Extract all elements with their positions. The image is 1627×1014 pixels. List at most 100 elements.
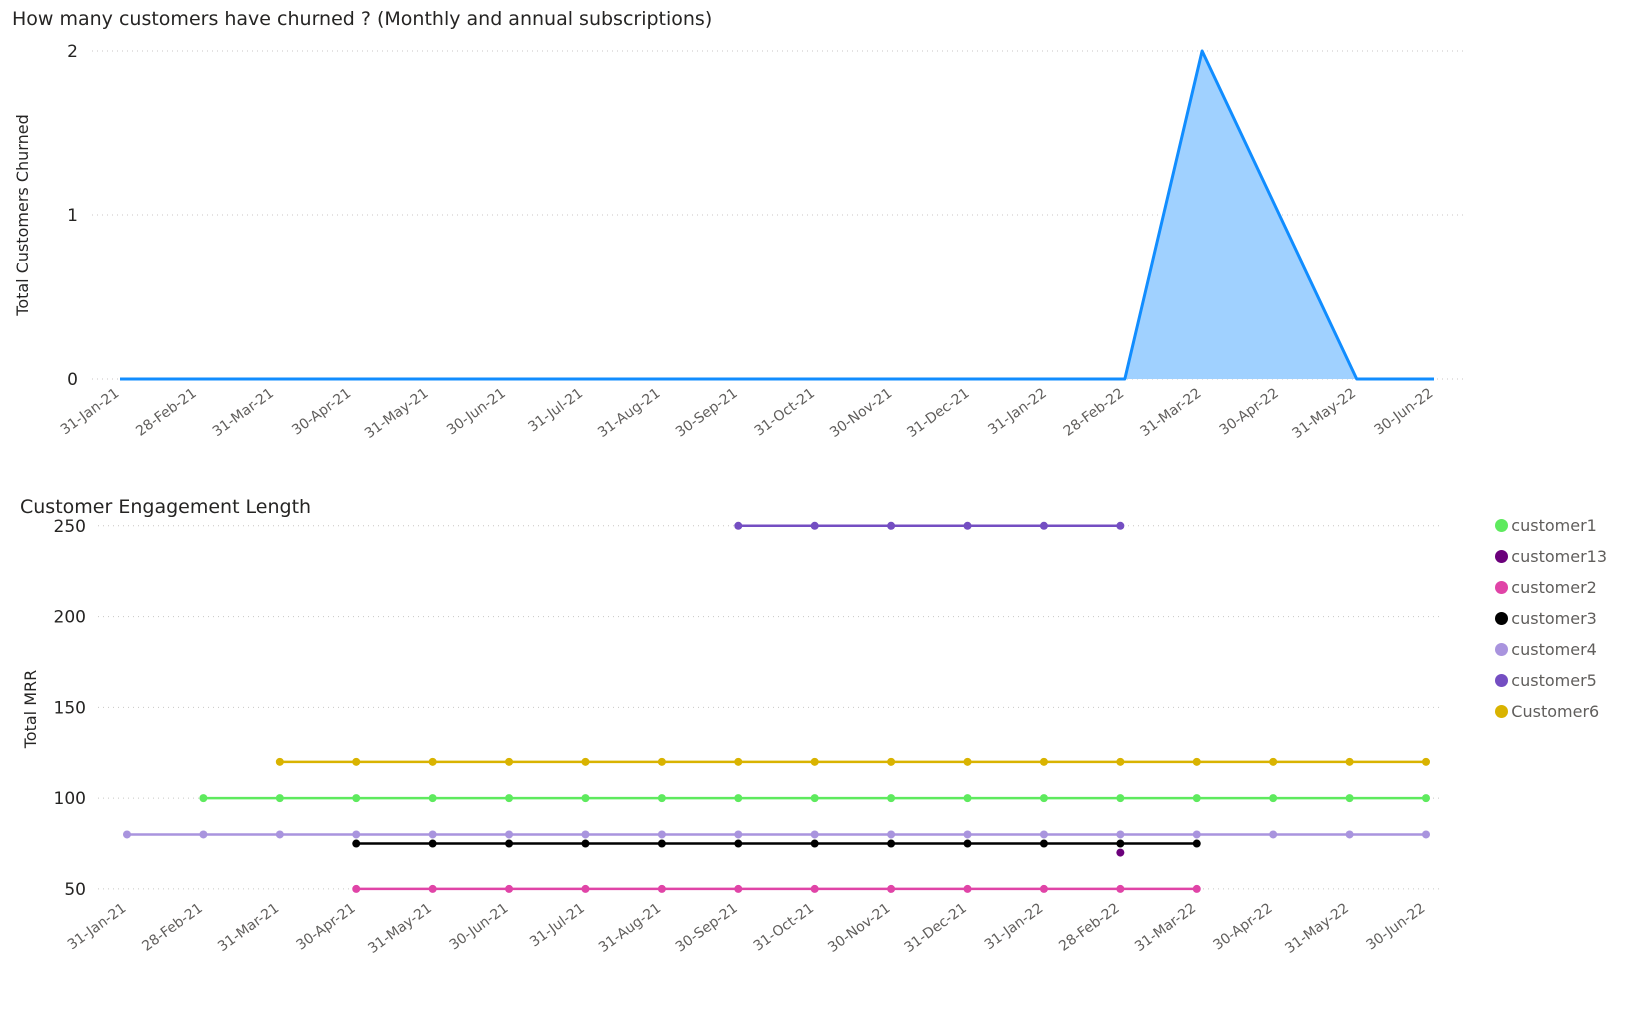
customer6-point (1039, 757, 1048, 766)
x-tick-label: 30-Sep-21 (673, 900, 741, 955)
customer6-point (657, 757, 666, 766)
x-tick-label: 31-Mar-22 (1137, 385, 1204, 440)
customer6-point (1269, 757, 1278, 766)
customer2-point (1116, 884, 1125, 893)
customer1-point (1345, 794, 1354, 803)
customer4-point (1039, 830, 1048, 839)
customer1-point (352, 794, 361, 803)
customer6-point (352, 757, 361, 766)
customer5-point (963, 521, 972, 530)
customer5-point (1039, 521, 1048, 530)
x-tick-label: 31-Mar-21 (210, 385, 277, 440)
customer6-point (505, 757, 514, 766)
customer5-point (734, 521, 743, 530)
customer1-point (1039, 794, 1048, 803)
x-tick-label: 28-Feb-21 (139, 900, 205, 954)
customer1-point (810, 794, 819, 803)
customer4-point (887, 830, 896, 839)
x-tick-label: 31-Jan-21 (65, 900, 129, 953)
x-tick-label: 30-Sep-21 (673, 385, 741, 440)
churn-series-line (120, 49, 1434, 381)
legend-item-customer1[interactable]: customer1 (1495, 510, 1607, 541)
customer2-point (810, 884, 819, 893)
x-tick-label: 30-Nov-21 (825, 900, 893, 956)
customer4-point (657, 830, 666, 839)
customer3-point (428, 839, 437, 848)
x-tick-label: 30-Apr-22 (1217, 385, 1282, 438)
customer1-point (275, 794, 284, 803)
customer6-point (1116, 757, 1125, 766)
x-tick-label: 31-Oct-21 (751, 900, 817, 954)
customer4-point (1192, 830, 1201, 839)
customer1-point (963, 794, 972, 803)
customer6-point (963, 757, 972, 766)
customer4-point (352, 830, 361, 839)
customer3-point (352, 839, 361, 848)
customer6-point (1422, 757, 1430, 766)
legend-item-customer6[interactable]: Customer6 (1495, 696, 1607, 727)
customer2-point (1192, 884, 1201, 893)
legend-item-customer13[interactable]: customer13 (1495, 541, 1607, 572)
y-tick-label: 2 (67, 42, 78, 62)
legend-marker (1495, 674, 1509, 687)
x-tick-label: 31-Mar-21 (215, 900, 282, 955)
x-tick-label: 30-Jun-21 (447, 900, 512, 953)
customer3-point (734, 839, 743, 848)
customer1-point (887, 794, 896, 803)
y-tick-label: 50 (64, 880, 86, 900)
customer4-point (734, 830, 743, 839)
churn-chart-title: How many customers have churned ? (Month… (12, 8, 713, 30)
customer6-point (275, 757, 284, 766)
x-tick-label: 31-Aug-21 (595, 385, 663, 441)
churn-area-fill (120, 51, 1434, 379)
customer3-point (1039, 839, 1048, 848)
customer5-point (1116, 521, 1125, 530)
customer2-point (581, 884, 590, 893)
customer5-point (887, 521, 896, 530)
legend-item-customer3[interactable]: customer3 (1495, 603, 1607, 634)
y-tick-label: 200 (54, 608, 86, 628)
legend-label: customer5 (1511, 671, 1597, 690)
legend-marker (1495, 519, 1509, 532)
customer4-point (810, 830, 819, 839)
customer1-point (1269, 794, 1278, 803)
customer13-point (1116, 848, 1125, 857)
customer4-point (581, 830, 590, 839)
x-tick-label: 31-Dec-21 (902, 900, 970, 956)
legend-item-customer4[interactable]: customer4 (1495, 634, 1607, 665)
y-tick-label: 1 (67, 206, 78, 226)
x-tick-label: 31-Dec-21 (904, 385, 972, 441)
churn-chart-visual: How many customers have churned ? (Month… (0, 0, 1627, 486)
legend-marker (1495, 705, 1509, 718)
x-tick-label: 30-Jun-21 (444, 385, 509, 438)
legend-item-customer2[interactable]: customer2 (1495, 572, 1607, 603)
customer4-point (505, 830, 514, 839)
x-tick-label: 31-May-22 (1282, 900, 1352, 957)
customer3-point (963, 839, 972, 848)
y-axis-title: Total Customers Churned (13, 114, 32, 316)
legend-marker (1495, 550, 1509, 563)
customer4-point (1269, 830, 1278, 839)
legend-label: customer13 (1511, 547, 1607, 566)
customer1-point (1116, 794, 1125, 803)
legend-item-customer5[interactable]: customer5 (1495, 665, 1607, 696)
customer3-point (1192, 839, 1201, 848)
x-tick-label: 31-May-22 (1289, 385, 1359, 442)
customer4-point (123, 830, 131, 839)
customer2-point (657, 884, 666, 893)
x-tick-label: 31-Jul-21 (527, 900, 588, 950)
legend-label: customer3 (1511, 609, 1597, 628)
x-tick-label: 30-Apr-21 (289, 385, 354, 438)
customer4-point (428, 830, 437, 839)
x-tick-label: 31-Aug-21 (596, 900, 664, 956)
x-tick-label: 30-Apr-21 (294, 900, 359, 953)
x-tick-label: 30-Nov-21 (827, 385, 895, 441)
x-tick-label: 31-Jan-22 (985, 385, 1049, 438)
customer3-point (1116, 839, 1125, 848)
legend-marker (1495, 581, 1509, 594)
legend-label: Customer6 (1511, 702, 1600, 721)
legend-label: customer1 (1511, 516, 1597, 535)
customer2-point (505, 884, 514, 893)
customer2-point (963, 884, 972, 893)
